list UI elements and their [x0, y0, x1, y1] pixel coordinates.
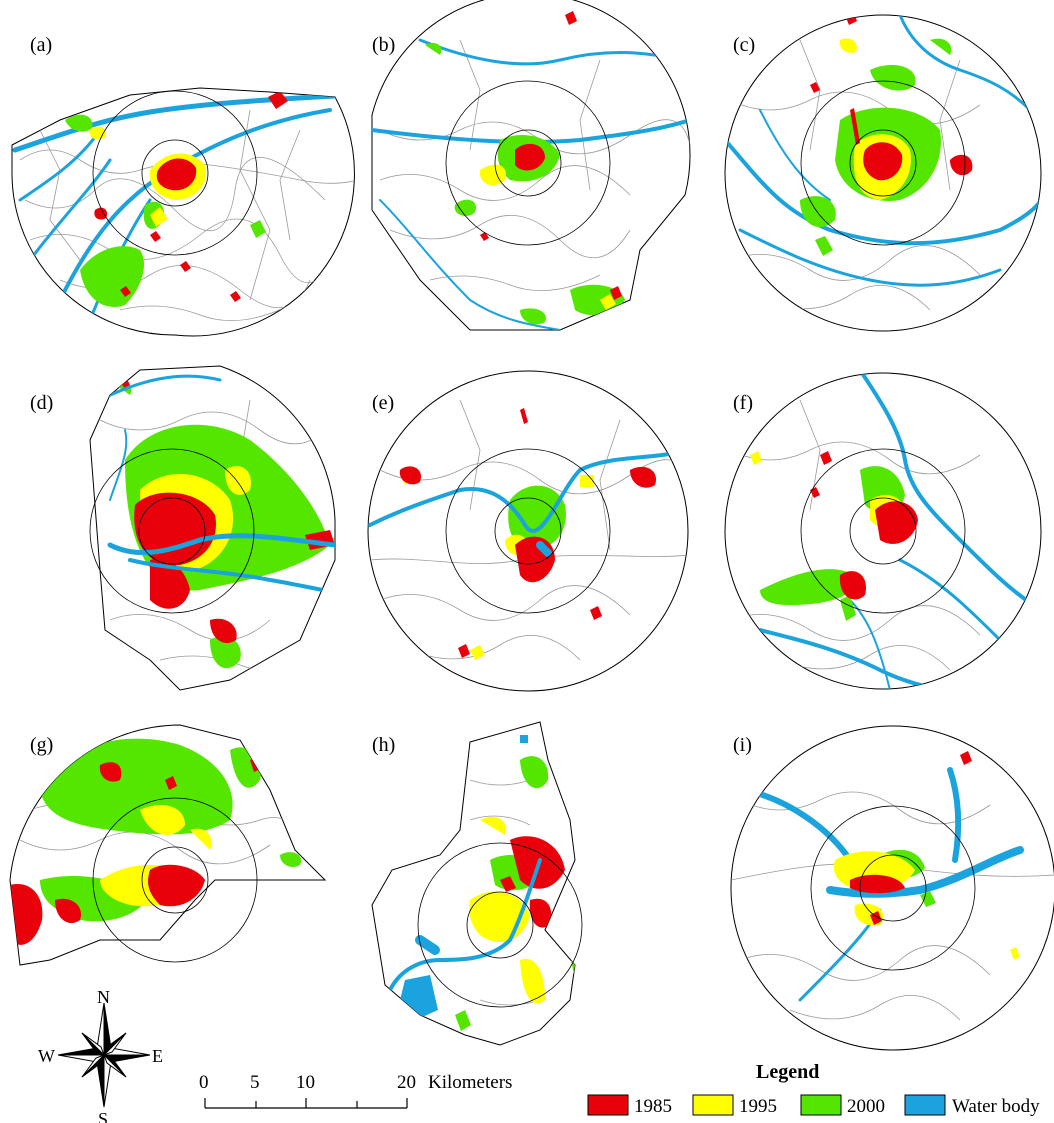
buffer-ring-middle — [445, 448, 611, 614]
compass-south-label: S — [98, 1109, 108, 1123]
study-area-boundary — [11, 87, 355, 337]
legend-label-2000: 2000 — [847, 1096, 885, 1117]
compass-north-label: N — [97, 987, 110, 1007]
scale-tick-label: 0 — [199, 1072, 209, 1093]
urban-1985 — [810, 451, 918, 600]
water-body — [372, 38, 691, 330]
north-arrow-icon: N S E W — [38, 987, 163, 1123]
water-body — [388, 858, 542, 992]
buffer-ring-inner — [141, 139, 209, 207]
water-body — [758, 373, 1041, 689]
water-body — [98, 374, 335, 594]
legend: Legend 1985 1995 2000 Water body — [587, 1061, 1040, 1117]
map-panel-c: (c) — [724, 14, 1042, 332]
urban-1985 — [94, 91, 288, 302]
panel-label: (b) — [372, 34, 395, 56]
water-body — [368, 448, 688, 557]
buffer-ring-inner — [494, 497, 562, 565]
buffer-ring-middle — [89, 448, 255, 614]
panel-label: (a) — [30, 34, 52, 56]
compass-west-label: W — [38, 1046, 55, 1066]
panel-label: (d) — [30, 392, 53, 414]
panel-label: (i) — [733, 734, 752, 756]
buffer-ring-inner — [138, 497, 206, 565]
legend-swatch-water-body — [904, 1094, 946, 1116]
legend-label-water-body: Water body — [952, 1096, 1040, 1117]
legend-title: Legend — [756, 1061, 819, 1083]
buffer-ring-inner — [849, 129, 917, 197]
legend-label-1985: 1985 — [634, 1096, 672, 1117]
scale-bar: 0 5 10 20 Kilometers — [199, 1072, 512, 1109]
map-panel-h: (h) — [371, 721, 583, 1046]
map-panel-g: (g) — [9, 724, 327, 966]
legend-swatch-2000 — [800, 1094, 842, 1116]
legend-swatch-1985 — [587, 1094, 629, 1116]
panel-label: (c) — [733, 34, 755, 56]
scale-tick-label: 10 — [296, 1072, 315, 1093]
urban-2000 — [508, 485, 566, 550]
scale-unit-label: Kilometers — [428, 1072, 512, 1093]
legend-label-1995: 1995 — [739, 1096, 777, 1117]
panel-label: (h) — [372, 734, 395, 756]
buffer-ring-inner — [141, 846, 209, 914]
map-panel-f: (f) — [724, 372, 1042, 690]
buffer-ring-inner — [849, 497, 917, 565]
buffer-ring-middle — [800, 448, 966, 614]
land-parcel-outlines — [729, 399, 981, 671]
map-panel-i: (i) — [730, 725, 1054, 1051]
buffer-ring-inner — [859, 854, 927, 922]
map-panel-e: (e) — [367, 370, 689, 692]
map-panel-b: (b) — [371, 0, 691, 331]
buffer-ring-middle — [445, 80, 611, 246]
buffer-ring-middle — [417, 842, 583, 1008]
buffer-ring-inner — [466, 891, 534, 959]
legend-swatch-1995 — [692, 1094, 734, 1116]
land-parcel-outlines — [369, 399, 688, 661]
panel-label: (e) — [372, 392, 394, 414]
compass-east-label: E — [152, 1046, 163, 1066]
urban-1985 — [810, 15, 973, 181]
buffer-ring-middle — [810, 805, 976, 971]
buffer-ring-middle — [92, 90, 258, 256]
panel-label: (f) — [733, 392, 753, 414]
water-body — [725, 15, 1041, 287]
buffer-ring-inner — [494, 129, 562, 197]
map-panel-a: (a) — [11, 34, 355, 337]
scale-tick-label: 20 — [397, 1072, 416, 1093]
panel-label: (g) — [30, 734, 53, 756]
buffer-ring-middle — [92, 797, 258, 963]
scale-tick-label: 5 — [250, 1072, 260, 1093]
buffer-ring-middle — [800, 80, 966, 246]
urban-1985 — [850, 751, 972, 925]
map-panel-d: (d) — [30, 365, 336, 691]
